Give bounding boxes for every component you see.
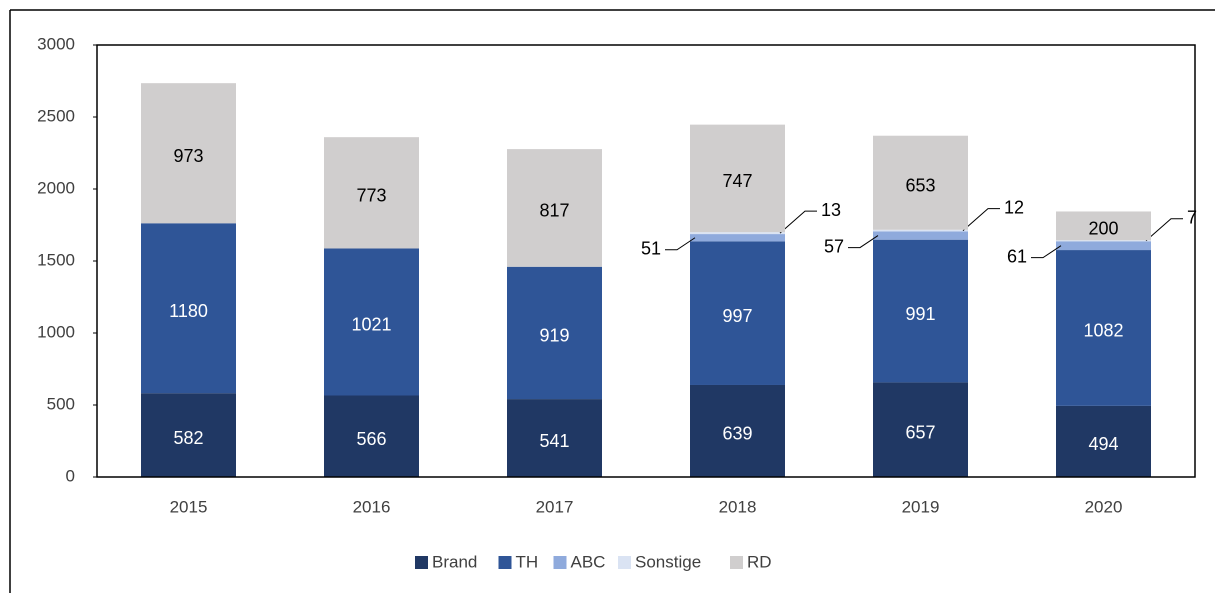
legend-label: RD	[747, 552, 772, 571]
bar-segment	[690, 241, 785, 385]
bar-segment	[141, 393, 236, 477]
x-tick-label: 2016	[353, 497, 391, 516]
bar-segment	[873, 231, 968, 240]
data-label: 997	[722, 306, 752, 326]
data-label: 541	[539, 431, 569, 451]
leader-line	[779, 210, 817, 234]
data-label: 747	[722, 171, 752, 191]
y-tick-label: 1000	[37, 322, 75, 341]
bar-segment	[1056, 211, 1151, 241]
leader-line	[962, 208, 1000, 231]
y-tick-label: 3000	[37, 34, 75, 53]
leader-line	[848, 235, 879, 249]
bar-segment	[141, 223, 236, 394]
y-tick-label: 500	[47, 394, 75, 413]
bar-segment	[690, 232, 785, 235]
leader-line	[1145, 218, 1183, 242]
data-label: 13	[821, 200, 841, 220]
legend-swatch	[415, 556, 428, 569]
bar-segment	[873, 239, 968, 383]
bar-segment	[873, 229, 968, 232]
data-label: 991	[905, 304, 935, 324]
data-label: 653	[905, 175, 935, 195]
data-label: 12	[1004, 197, 1024, 217]
bar-segment	[873, 382, 968, 477]
bar-segment	[507, 149, 602, 267]
data-label: 57	[824, 236, 844, 256]
y-tick-label: 0	[66, 466, 75, 485]
bar-segment	[324, 395, 419, 477]
data-label: 973	[173, 146, 203, 166]
y-tick-label: 1500	[37, 250, 75, 269]
data-label: 494	[1088, 434, 1118, 454]
x-tick-label: 2020	[1085, 497, 1123, 516]
bar-segment	[507, 266, 602, 400]
x-tick-label: 2018	[719, 497, 757, 516]
bar-segment	[1056, 241, 1151, 251]
data-label: 1021	[351, 315, 391, 335]
leader-line	[1031, 245, 1062, 259]
y-tick-label: 2500	[37, 106, 75, 125]
legend-swatch	[553, 556, 567, 569]
data-label: 582	[173, 428, 203, 448]
legend-swatch	[618, 556, 631, 569]
data-label: 1180	[169, 301, 208, 321]
plot-border	[96, 44, 1196, 478]
x-tick-label: 2017	[536, 497, 574, 516]
data-label: 61	[1007, 246, 1027, 266]
leader-line	[665, 237, 696, 251]
data-label: 7	[1187, 208, 1197, 228]
data-label: 1082	[1083, 321, 1123, 341]
legend-swatch	[730, 556, 743, 569]
legend-swatch	[498, 556, 512, 569]
x-tick-label: 2019	[902, 497, 940, 516]
bar-segment	[1056, 405, 1151, 477]
data-label: 639	[722, 424, 752, 444]
bar-segment	[324, 248, 419, 396]
legend-label: TH	[516, 552, 539, 571]
bar-segment	[690, 234, 785, 242]
bar-segment	[873, 135, 968, 230]
data-label: 773	[356, 186, 386, 206]
bar-segment	[324, 137, 419, 249]
bar-segment	[1056, 240, 1151, 242]
legend-label: ABC	[571, 552, 606, 571]
data-label: 657	[905, 422, 935, 442]
data-label: 566	[356, 429, 386, 449]
bar-segment	[507, 399, 602, 477]
data-label: 919	[539, 326, 569, 346]
data-label: 817	[539, 201, 569, 221]
data-label: 200	[1088, 219, 1118, 239]
bar-segment	[690, 384, 785, 477]
x-tick-label: 2015	[170, 497, 208, 516]
data-label: 51	[641, 238, 661, 258]
bar-segment	[690, 124, 785, 233]
legend-label: Sonstige	[635, 552, 701, 571]
bar-segment	[1056, 250, 1151, 406]
y-tick-label: 2000	[37, 178, 75, 197]
bar-segment	[141, 83, 236, 224]
legend-label: Brand	[432, 552, 477, 571]
